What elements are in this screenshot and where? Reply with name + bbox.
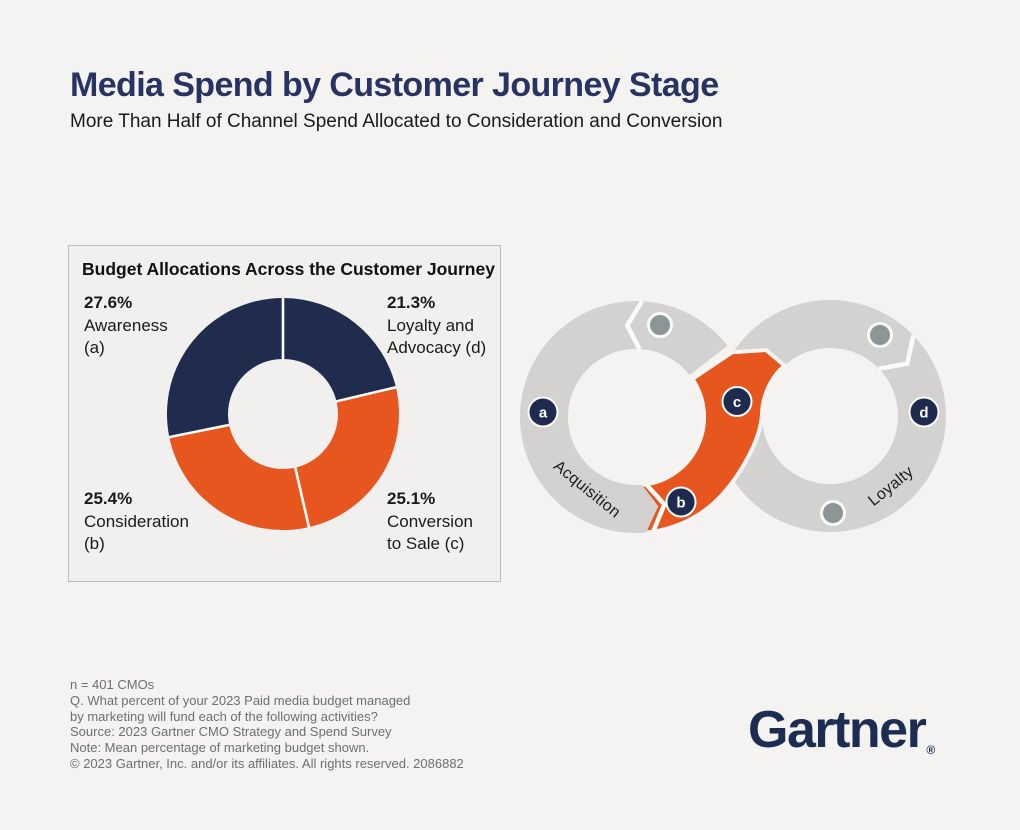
stage-dot-acquisition-top — [647, 312, 673, 338]
footnote-question-1: Q. What percent of your 2023 Paid media … — [70, 692, 411, 708]
marker-d: d — [908, 396, 940, 428]
chevron-notch-acquisition-bottom — [644, 482, 668, 533]
callout-loyalty-label: Loyalty and — [387, 315, 474, 335]
footnote-copyright: © 2023 Gartner, Inc. and/or its affiliat… — [70, 755, 464, 771]
acquisition-ring — [520, 301, 728, 534]
gartner-logo: Gartner ® — [748, 700, 935, 760]
donut-panel-title: Budget Allocations Across the Customer J… — [82, 259, 495, 279]
chevron-notch-loyalty-top — [878, 334, 916, 372]
marker-a: a — [527, 396, 559, 428]
donut-hole — [228, 359, 338, 469]
callout-consideration-letter: (b) — [84, 534, 105, 553]
callout-awareness-value: 27.6% — [84, 293, 133, 312]
footnote-question-2: by marketing will fund each of the follo… — [70, 708, 378, 724]
callout-awareness-label: Awareness — [84, 315, 168, 335]
callout-loyalty-value: 21.3% — [387, 293, 436, 312]
callout-consideration-label: Consideration — [84, 511, 189, 531]
callout-consideration-value: 25.4% — [84, 489, 133, 508]
callout-loyalty-advocacy: 21.3% Loyalty and Advocacy (d) — [387, 292, 499, 360]
donut-chart — [166, 298, 400, 531]
stage-dot-loyalty-top — [867, 322, 893, 348]
journey-loop-diagram: a b c d Acquisition Loyalty — [520, 300, 946, 535]
callout-awareness: 27.6% Awareness (a) — [84, 292, 196, 360]
marker-a-letter: a — [539, 404, 548, 421]
callout-conversion-value: 25.1% — [387, 489, 436, 508]
footnotes: n = 401 CMOs Q. What percent of your 202… — [70, 677, 464, 772]
marker-d-letter: d — [919, 404, 928, 421]
marker-b: b — [665, 486, 697, 518]
callout-awareness-letter: (a) — [84, 338, 105, 357]
callout-loyalty-letter: Advocacy (d) — [387, 338, 487, 357]
footnote-source: Source: 2023 Gartner CMO Strategy and Sp… — [70, 724, 392, 740]
marker-b-letter: b — [676, 494, 685, 511]
callout-conversion-letter: to Sale (c) — [387, 534, 465, 553]
footnote-note: Note: Mean percentage of marketing budge… — [70, 740, 370, 756]
callout-conversion-label: Conversion — [387, 511, 473, 531]
page-subtitle: More Than Half of Channel Spend Allocate… — [70, 111, 723, 132]
callout-conversion: 25.1% Conversion to Sale (c) — [387, 488, 499, 556]
footnote-n: n = 401 CMOs — [70, 677, 155, 692]
registered-trademark-symbol: ® — [926, 743, 936, 757]
stage-dot-loyalty-bottom — [820, 500, 846, 526]
gartner-wordmark: Gartner — [748, 701, 927, 759]
chevron-notch-acquisition-top — [624, 300, 645, 351]
donut-panel: Budget Allocations Across the Customer J… — [68, 245, 501, 582]
callout-consideration: 25.4% Consideration (b) — [84, 488, 196, 556]
marker-c-letter: c — [733, 394, 741, 411]
marker-c: c — [721, 386, 753, 417]
page-title: Media Spend by Customer Journey Stage — [70, 66, 719, 104]
